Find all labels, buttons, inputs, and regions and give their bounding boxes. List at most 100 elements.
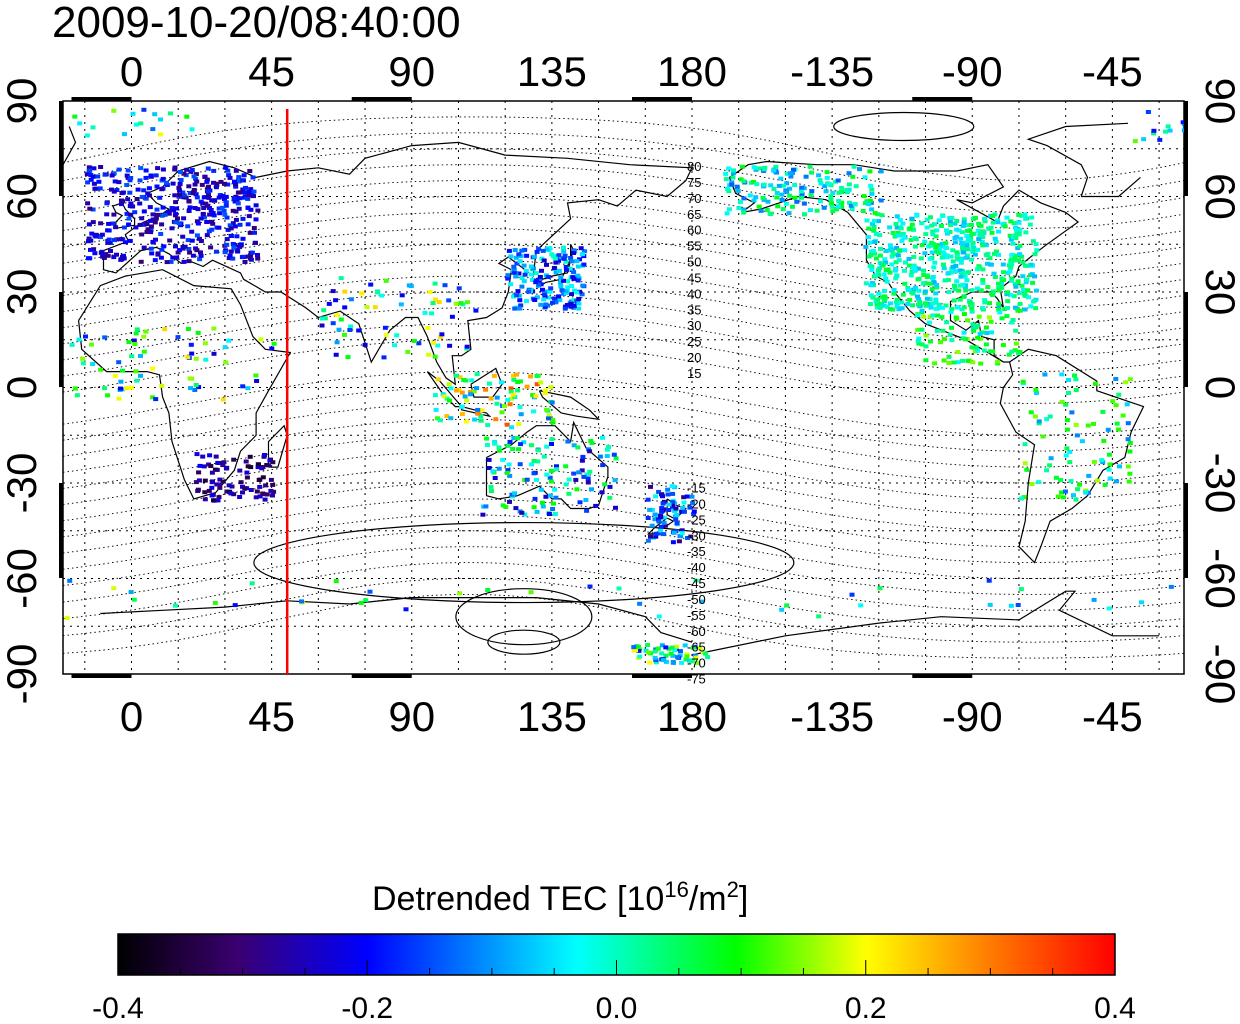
tec-pixel — [1016, 258, 1022, 263]
tec-pixel — [562, 306, 568, 311]
tec-pixel — [869, 187, 875, 192]
tec-pixel — [941, 358, 947, 363]
tec-pixel — [881, 272, 887, 277]
tec-pixel — [636, 648, 642, 653]
tec-pixel — [564, 267, 569, 272]
tec-pixel — [181, 171, 187, 176]
tec-pixel — [200, 201, 206, 206]
tec-pixel — [566, 477, 572, 482]
tec-pixel — [1044, 417, 1050, 422]
tec-pixel — [540, 287, 545, 292]
tec-pixel — [177, 192, 182, 197]
tec-pixel — [876, 219, 881, 224]
tec-pixel — [1021, 288, 1026, 292]
magnetic-contour — [63, 164, 1184, 229]
tec-pixel — [165, 210, 171, 214]
tec-pixel — [504, 422, 510, 427]
coastline — [267, 424, 288, 468]
tec-pixel — [577, 500, 583, 505]
tec-pixel — [942, 278, 948, 283]
tec-pixel — [510, 392, 516, 397]
tec-pixel — [661, 532, 667, 537]
tec-pixel — [1085, 423, 1091, 428]
tec-pixel — [213, 454, 219, 459]
tec-pixel — [196, 385, 202, 390]
tec-pixel — [870, 248, 876, 253]
tec-pixel — [983, 243, 989, 248]
tec-pixel — [959, 307, 965, 312]
tec-pixel — [607, 484, 613, 489]
tec-pixel — [561, 291, 567, 296]
tec-pixel — [143, 168, 149, 173]
tec-pixel — [139, 232, 145, 237]
tec-pixel — [183, 195, 189, 200]
tec-pixel — [867, 198, 873, 203]
tec-pixel — [225, 168, 231, 173]
tec-pixel — [919, 308, 925, 313]
tec-pixel — [1063, 453, 1069, 458]
tec-pixel — [577, 257, 582, 262]
tec-pixel — [544, 407, 550, 412]
tec-pixel — [505, 468, 511, 473]
tec-pixel — [741, 210, 747, 215]
tec-pixel — [225, 227, 231, 232]
tec-pixel — [533, 280, 539, 285]
tec-pixel — [669, 484, 675, 488]
tec-pixel — [1068, 479, 1074, 484]
tec-pixel — [932, 260, 938, 265]
tec-pixel — [247, 256, 253, 261]
tec-pixel — [1113, 403, 1119, 408]
tec-pixel — [382, 325, 388, 330]
tec-pixel — [536, 282, 542, 287]
tec-pixel — [976, 314, 982, 319]
tec-pixel — [260, 491, 266, 496]
tec-pixel — [921, 273, 927, 277]
tec-pixel — [756, 204, 762, 209]
tec-pixel — [154, 207, 160, 212]
tec-pixel — [106, 237, 112, 242]
tec-pixel — [983, 325, 989, 330]
lon-tick-label-bottom: -90 — [942, 693, 1003, 740]
tec-pixel — [915, 313, 921, 318]
mlat-label: 70 — [687, 191, 701, 206]
tec-pixel — [939, 255, 945, 260]
tec-pixel — [224, 489, 230, 494]
tec-pixel — [779, 197, 785, 202]
tec-pixel — [72, 386, 78, 391]
tec-pixel — [72, 114, 78, 119]
tec-pixel — [204, 177, 210, 182]
tec-pixel — [116, 396, 122, 401]
tec-pixel — [506, 248, 512, 253]
tec-pixel — [242, 486, 248, 491]
tec-pixel — [184, 167, 190, 172]
tec-pixel — [839, 205, 845, 209]
tec-pixel — [299, 599, 304, 604]
tec-pixel — [220, 479, 226, 484]
tec-pixel — [176, 186, 182, 190]
tec-pixel — [976, 237, 982, 242]
tec-pixel — [542, 294, 548, 299]
lon-tick-label-top: 45 — [248, 48, 295, 95]
tec-pixel — [532, 254, 537, 259]
tec-pixel — [234, 198, 240, 203]
tec-pixel — [576, 470, 582, 475]
tec-pixel — [488, 484, 494, 489]
tec-pixel — [1008, 219, 1014, 224]
tec-pixel — [567, 266, 573, 271]
lat-tick-label-right: 90 — [1197, 78, 1240, 125]
coastline — [999, 348, 1145, 564]
tec-pixel — [198, 239, 204, 243]
tec-pixel — [1100, 409, 1106, 414]
tec-pixel — [138, 121, 144, 126]
tec-pixel — [944, 253, 950, 258]
tec-pixel — [784, 171, 790, 176]
magnetic-contour — [63, 291, 1184, 357]
tec-pixel — [938, 244, 944, 249]
mlat-label: 35 — [687, 302, 701, 317]
tec-pixel — [571, 298, 577, 303]
tec-pixel — [939, 315, 945, 320]
tec-pixel — [949, 270, 955, 275]
tec-pixel — [961, 220, 967, 225]
tec-pixel — [234, 247, 240, 252]
tec-pixel — [1095, 478, 1100, 483]
